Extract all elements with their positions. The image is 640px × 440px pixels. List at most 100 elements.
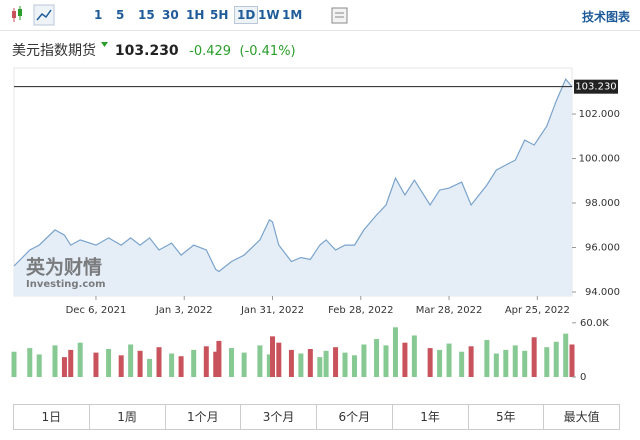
range-button[interactable]: 3个月 (241, 405, 317, 429)
y-tick-label: 100.000 (579, 154, 620, 165)
x-tick-label: Jan 31, 2022 (240, 305, 304, 316)
volume-bar (333, 347, 339, 377)
tech-chart-link[interactable]: 技术图表 (581, 10, 630, 24)
range-button[interactable]: 6个月 (317, 405, 393, 429)
interval-button[interactable]: 5H (210, 8, 229, 22)
change-pct: (-0.41%) (239, 44, 296, 59)
volume-bar (137, 350, 143, 377)
volume-bar (383, 345, 389, 377)
volume-bar (36, 354, 42, 377)
volume-bar (147, 358, 153, 377)
volume-bar (361, 344, 367, 377)
volume-bar (351, 355, 357, 377)
volume-bar (392, 327, 398, 377)
watermark-brand: 英为财情 (26, 256, 102, 279)
volume-bar (446, 343, 452, 377)
y-tick-label: 94.000 (585, 287, 620, 298)
x-tick-label: Apr 25, 2022 (505, 305, 570, 316)
interval-button[interactable]: 30 (162, 8, 179, 22)
volume-bar (342, 352, 348, 377)
volume-bar (493, 353, 499, 377)
chart-type-icons[interactable] (8, 0, 68, 30)
volume-bar (484, 339, 490, 377)
volume-bar (427, 348, 433, 377)
range-button[interactable]: 最大值 (563, 410, 600, 424)
range-bar: 1日 1周 1个月 3个月 6个月 1年 5年 最大值 (13, 404, 620, 430)
volume-bar (569, 344, 575, 377)
area-fill (14, 79, 572, 296)
volume-bar (27, 348, 33, 377)
interval-button[interactable]: 1 (94, 8, 103, 22)
interval-button[interactable]: 1D (234, 6, 259, 24)
instrument-name: 美元指数期货 (12, 43, 96, 59)
interval-button[interactable]: 1H (186, 8, 205, 22)
range-button[interactable]: 1日 (14, 405, 90, 429)
volume-bar (531, 337, 537, 377)
x-tick-label: Jan 3, 2022 (155, 305, 213, 316)
volume-bar (270, 336, 276, 377)
last-price-box (574, 79, 618, 94)
volume-bar (512, 345, 518, 377)
volume-bar (307, 349, 313, 377)
interval-button[interactable]: 15 (138, 8, 155, 22)
interval-button[interactable]: 5 (116, 8, 125, 22)
change: -0.429 (189, 44, 232, 59)
volume-bar (213, 351, 219, 377)
volume-bar (553, 341, 559, 377)
volume-bar (77, 342, 83, 377)
volume-bar (203, 346, 209, 377)
range-button[interactable]: 1年 (393, 405, 469, 429)
volume-bar (156, 347, 162, 377)
range-button[interactable]: 5年 (469, 405, 545, 429)
volume-bar (52, 345, 58, 377)
interval-button[interactable]: 1M (282, 8, 303, 22)
volume-bar (11, 351, 17, 377)
volume-bar (93, 352, 99, 377)
range-button[interactable]: 1个月 (166, 405, 242, 429)
x-tick-label: Mar 28, 2022 (416, 305, 483, 316)
quote-header: 美元指数期货 103.230 -0.429 (-0.41%) (12, 40, 296, 60)
y-tick-label: 102.000 (579, 109, 620, 120)
last-price-label: 103.230 (575, 82, 616, 93)
volume-bar (61, 357, 67, 377)
settings-icon[interactable] (330, 6, 350, 26)
toolbar: 技术图表 1 5 15 30 1H 5H 1D 1W 1M (0, 0, 640, 31)
volume-bar (106, 349, 112, 377)
volume-bar (402, 342, 408, 377)
volume-bar (374, 339, 380, 377)
volume-bar (266, 354, 272, 377)
volume-bar (178, 356, 184, 377)
volume-bar (468, 346, 474, 377)
volume-bar (191, 349, 197, 377)
volume-bar (411, 335, 417, 377)
volume-bar (288, 349, 294, 377)
x-tick-label: Feb 28, 2022 (328, 305, 393, 316)
y-tick-label: 98.000 (585, 198, 620, 209)
volume-bar (317, 357, 323, 377)
volume-bar (68, 349, 74, 377)
volume-bar (169, 353, 175, 377)
volume-bar (276, 342, 282, 377)
price: 103.230 (114, 43, 179, 59)
watermark-site: Investing.com (26, 279, 106, 290)
volume-bar (257, 345, 263, 377)
volume-bar (323, 350, 329, 377)
interval-button[interactable]: 1W (258, 8, 280, 22)
volume-bar (298, 353, 304, 377)
y-tick-label: 60.0K (580, 318, 609, 329)
price-line (13, 77, 573, 273)
down-arrow (101, 42, 109, 47)
volume-bar (563, 333, 569, 377)
y-tick-label: 0 (580, 372, 586, 383)
volume-bar (522, 350, 528, 377)
x-tick-label: Dec 6, 2021 (66, 305, 127, 316)
volume-bar (128, 344, 134, 377)
volume-bar (544, 347, 550, 377)
volume-bar (241, 352, 247, 377)
volume-bar (503, 349, 509, 377)
volume-bar (118, 355, 124, 377)
range-button[interactable]: 1周 (90, 405, 166, 429)
volume-bar (216, 340, 222, 377)
volume-bar (437, 349, 443, 377)
